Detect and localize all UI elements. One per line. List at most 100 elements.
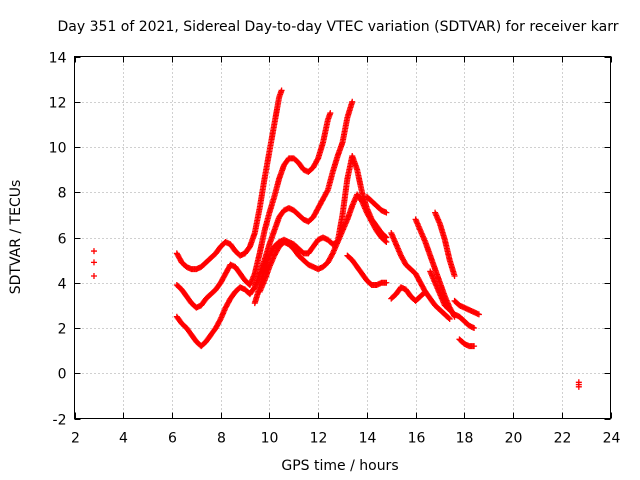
data-points xyxy=(90,87,582,390)
data-point xyxy=(230,245,237,252)
data-point xyxy=(279,240,286,247)
data-point xyxy=(575,383,582,390)
data-point xyxy=(397,251,404,258)
data-point xyxy=(205,256,212,263)
data-point xyxy=(221,306,228,313)
data-point xyxy=(251,231,258,238)
data-point xyxy=(376,232,383,239)
data-point xyxy=(261,229,268,236)
x-tick-label: 10 xyxy=(261,431,279,447)
x-tick-label: 24 xyxy=(603,431,621,447)
x-tick-label: 6 xyxy=(168,431,177,447)
data-point xyxy=(210,288,217,295)
data-point xyxy=(382,209,389,216)
data-point xyxy=(445,315,452,322)
data-point xyxy=(90,248,97,255)
data-point xyxy=(226,298,233,305)
data-point xyxy=(186,297,193,304)
data-point xyxy=(334,154,341,161)
data-point xyxy=(367,216,374,223)
data-point xyxy=(348,204,355,211)
data-point xyxy=(265,242,272,249)
data-point xyxy=(191,302,198,309)
data-point xyxy=(318,198,325,205)
data-point xyxy=(446,255,453,262)
data-point xyxy=(216,245,223,252)
data-point xyxy=(256,251,263,258)
data-point xyxy=(405,264,412,271)
data-point xyxy=(177,256,184,263)
data-point xyxy=(444,314,451,321)
data-point xyxy=(344,116,351,123)
x-tick-label: 22 xyxy=(554,431,572,447)
data-point xyxy=(230,291,237,298)
data-point xyxy=(421,289,428,296)
x-tick-label: 8 xyxy=(217,431,226,447)
data-point xyxy=(353,165,360,172)
data-point xyxy=(293,210,300,217)
data-point xyxy=(265,265,272,272)
y-tick-label: 0 xyxy=(58,367,67,383)
data-point xyxy=(328,252,335,259)
data-point xyxy=(406,291,413,298)
data-point xyxy=(420,290,427,297)
y-tick-label: 14 xyxy=(49,51,67,67)
data-point xyxy=(459,316,466,323)
data-point xyxy=(314,156,321,163)
data-point xyxy=(357,196,364,203)
data-point xyxy=(90,259,97,266)
data-point xyxy=(275,95,282,102)
data-point xyxy=(334,240,341,247)
data-point xyxy=(324,118,331,125)
data-point xyxy=(363,208,370,215)
data-point xyxy=(235,286,242,293)
data-point xyxy=(201,297,208,304)
data-point xyxy=(191,336,198,343)
data-point xyxy=(469,343,476,350)
data-point xyxy=(216,282,223,289)
data-point xyxy=(329,251,336,258)
data-point xyxy=(469,324,476,331)
data-point xyxy=(416,277,423,284)
data-point xyxy=(343,217,350,224)
data-point xyxy=(459,339,466,346)
data-point xyxy=(313,239,320,246)
data-point xyxy=(416,226,423,233)
data-point xyxy=(454,300,461,307)
data-point xyxy=(339,140,346,147)
data-point xyxy=(323,189,330,196)
data-point xyxy=(381,237,388,244)
data-point xyxy=(298,164,305,171)
data-point xyxy=(221,273,228,280)
data-point xyxy=(435,305,442,312)
data-point xyxy=(421,237,428,244)
data-point xyxy=(392,239,399,246)
x-tick-label: 20 xyxy=(505,431,523,447)
data-point xyxy=(205,292,212,299)
data-point xyxy=(308,166,315,173)
x-tick-label: 18 xyxy=(456,431,474,447)
data-point xyxy=(266,211,273,218)
x-tick-label: 16 xyxy=(408,431,426,447)
data-point xyxy=(279,209,286,216)
data-point xyxy=(347,255,354,262)
data-point xyxy=(298,248,305,255)
data-point xyxy=(270,229,277,236)
data-point xyxy=(441,235,448,242)
data-point xyxy=(216,318,223,325)
data-point xyxy=(319,140,326,147)
data-point xyxy=(275,177,282,184)
data-point xyxy=(270,254,277,261)
data-point xyxy=(288,244,295,251)
data-point xyxy=(371,201,378,208)
data-point xyxy=(382,238,389,245)
plot-frame xyxy=(74,56,611,419)
data-point xyxy=(201,261,208,268)
data-point xyxy=(211,327,218,334)
data-point xyxy=(372,225,379,232)
grid-lines xyxy=(74,56,611,419)
data-point xyxy=(431,264,438,271)
data-point xyxy=(451,271,458,278)
data-point xyxy=(326,111,333,118)
data-point xyxy=(366,196,373,203)
